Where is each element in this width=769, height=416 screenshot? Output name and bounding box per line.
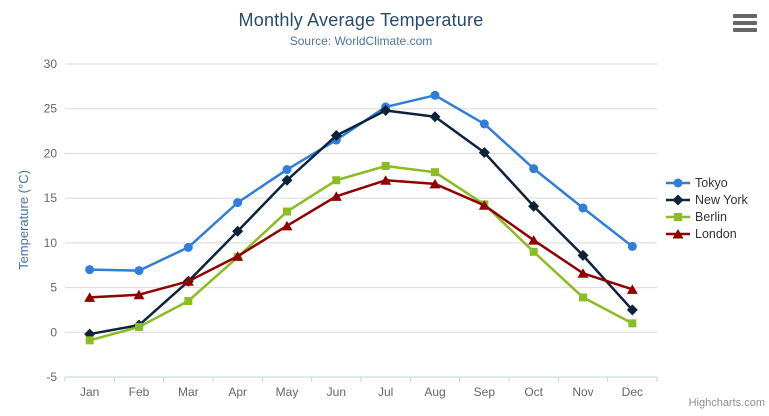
y-axis-tick-label: 15	[44, 191, 58, 205]
legend-label: Tokyo	[695, 176, 728, 190]
x-axis-tick-label: Sep	[474, 385, 496, 399]
x-axis-tick-label: Dec	[622, 385, 643, 399]
legend-item-tokyo[interactable]: Tokyo	[666, 176, 748, 190]
data-point-london[interactable]	[380, 175, 392, 185]
data-point-london[interactable]	[281, 220, 293, 231]
y-axis-tick-label: -5	[46, 370, 57, 384]
data-point-tokyo[interactable]	[479, 119, 489, 129]
data-point-tokyo[interactable]	[578, 203, 588, 213]
x-axis-tick-label: Jul	[378, 385, 393, 399]
square-marker-icon	[666, 213, 690, 221]
y-axis-title: Temperature (°C)	[16, 170, 31, 270]
data-point-berlin[interactable]	[184, 296, 193, 305]
data-point-tokyo[interactable]	[627, 241, 637, 251]
data-point-new-york[interactable]	[330, 130, 342, 142]
data-point-berlin[interactable]	[85, 336, 94, 345]
data-point-london[interactable]	[577, 268, 589, 278]
legend-label: Berlin	[695, 210, 727, 224]
data-point-new-york[interactable]	[626, 304, 638, 316]
legend-marker	[672, 229, 684, 239]
legend-item-new-york[interactable]: New York	[666, 193, 748, 207]
data-point-london[interactable]	[330, 191, 342, 201]
data-point-berlin[interactable]	[529, 247, 538, 256]
legend-item-berlin[interactable]: Berlin	[666, 210, 748, 224]
legend-marker	[673, 178, 683, 188]
y-axis-tick-label: 20	[44, 146, 58, 160]
x-axis-tick-label: May	[276, 385, 299, 399]
data-point-tokyo[interactable]	[282, 165, 292, 175]
data-point-new-york[interactable]	[232, 225, 244, 237]
data-point-new-york[interactable]	[281, 174, 293, 186]
x-axis-tick-label: Apr	[228, 385, 247, 399]
data-point-london[interactable]	[133, 289, 145, 300]
data-point-london[interactable]	[232, 251, 244, 261]
series-line-new-york	[88, 109, 634, 336]
legend: Tokyo New York Berlin London	[666, 176, 748, 241]
y-axis-tick-label: 0	[50, 325, 57, 339]
data-point-london[interactable]	[84, 292, 96, 302]
data-point-new-york[interactable]	[429, 111, 441, 123]
data-point-tokyo[interactable]	[233, 198, 243, 208]
legend-label: London	[695, 227, 737, 241]
x-axis-tick-label: Jun	[327, 385, 346, 399]
data-point-new-york[interactable]	[577, 249, 589, 261]
data-point-berlin[interactable]	[628, 319, 637, 328]
chart-title: Monthly Average Temperature	[238, 10, 484, 30]
data-point-berlin[interactable]	[579, 293, 587, 302]
highcharts-credits-link[interactable]: Highcharts.com	[688, 397, 765, 409]
data-point-berlin[interactable]	[431, 168, 439, 177]
hamburger-icon	[733, 21, 757, 25]
legend-marker	[674, 213, 682, 221]
diamond-marker-icon	[666, 194, 690, 206]
x-axis-tick-label: Feb	[129, 385, 150, 399]
y-axis-tick-label: 25	[44, 102, 58, 116]
data-point-london[interactable]	[626, 284, 638, 294]
data-point-tokyo[interactable]	[85, 265, 95, 275]
data-point-tokyo[interactable]	[430, 90, 440, 100]
context-menu-button[interactable]	[733, 14, 757, 32]
data-point-new-york[interactable]	[380, 105, 392, 117]
data-point-tokyo[interactable]	[529, 164, 539, 174]
y-axis-tick-label: 5	[50, 281, 57, 295]
x-axis-tick-label: Nov	[572, 385, 593, 399]
hamburger-icon	[733, 14, 757, 18]
data-point-london[interactable]	[528, 235, 540, 245]
chart-subtitle: Source: WorldClimate.com	[289, 34, 433, 48]
data-point-london[interactable]	[429, 178, 441, 189]
legend-marker	[672, 194, 684, 206]
data-point-london[interactable]	[478, 200, 490, 210]
data-point-berlin[interactable]	[332, 176, 341, 185]
data-point-berlin[interactable]	[135, 322, 143, 331]
x-axis-tick-label: Aug	[424, 385, 445, 399]
legend-item-london[interactable]: London	[666, 227, 748, 241]
data-point-tokyo[interactable]	[183, 242, 193, 252]
series-line-tokyo	[88, 94, 634, 272]
data-point-berlin[interactable]	[381, 161, 390, 170]
data-point-berlin[interactable]	[283, 207, 291, 216]
legend-label: New York	[695, 193, 748, 207]
circle-marker-icon	[666, 178, 690, 188]
data-point-tokyo[interactable]	[134, 266, 144, 276]
hamburger-icon	[733, 28, 757, 32]
x-axis-tick-label: Mar	[178, 385, 199, 399]
data-point-new-york[interactable]	[528, 200, 540, 212]
series-line-berlin	[88, 164, 634, 342]
y-axis-tick-label: 10	[44, 236, 58, 250]
triangle-marker-icon	[666, 229, 690, 239]
data-point-london[interactable]	[182, 276, 194, 286]
data-point-new-york[interactable]	[478, 147, 490, 159]
y-axis-tick-label: 30	[44, 57, 58, 71]
series-line-london	[88, 179, 634, 299]
x-axis-tick-label: Jan	[80, 385, 99, 399]
x-axis-tick-label: Oct	[524, 385, 543, 399]
